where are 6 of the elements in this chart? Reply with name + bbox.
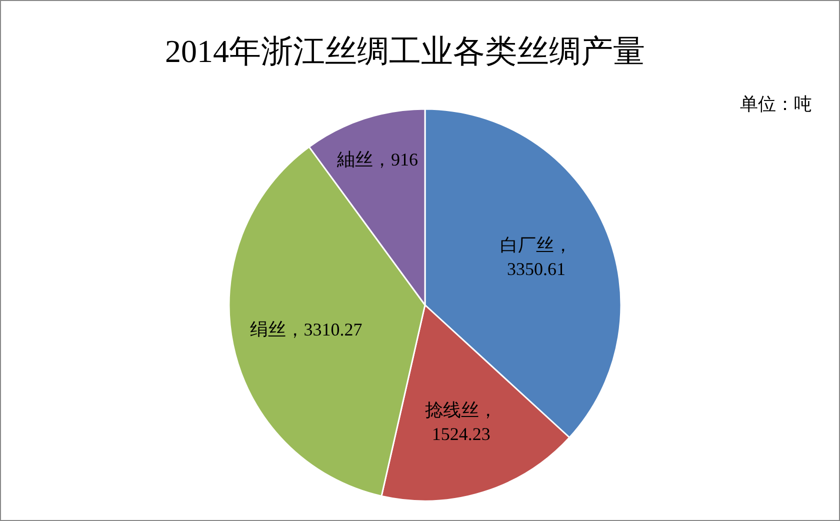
slice-label: 捻线丝， 1524.23 [425, 400, 498, 444]
slice-label: 紬丝，916 [336, 150, 418, 170]
slice-label: 绢丝，3310.27 [250, 320, 362, 340]
chart-title: 2014年浙江丝绸工业各类丝绸产量 [165, 33, 645, 69]
slice-label: 白厂丝， 3350.61 [500, 235, 572, 280]
text: 单位：吨 [740, 94, 812, 114]
